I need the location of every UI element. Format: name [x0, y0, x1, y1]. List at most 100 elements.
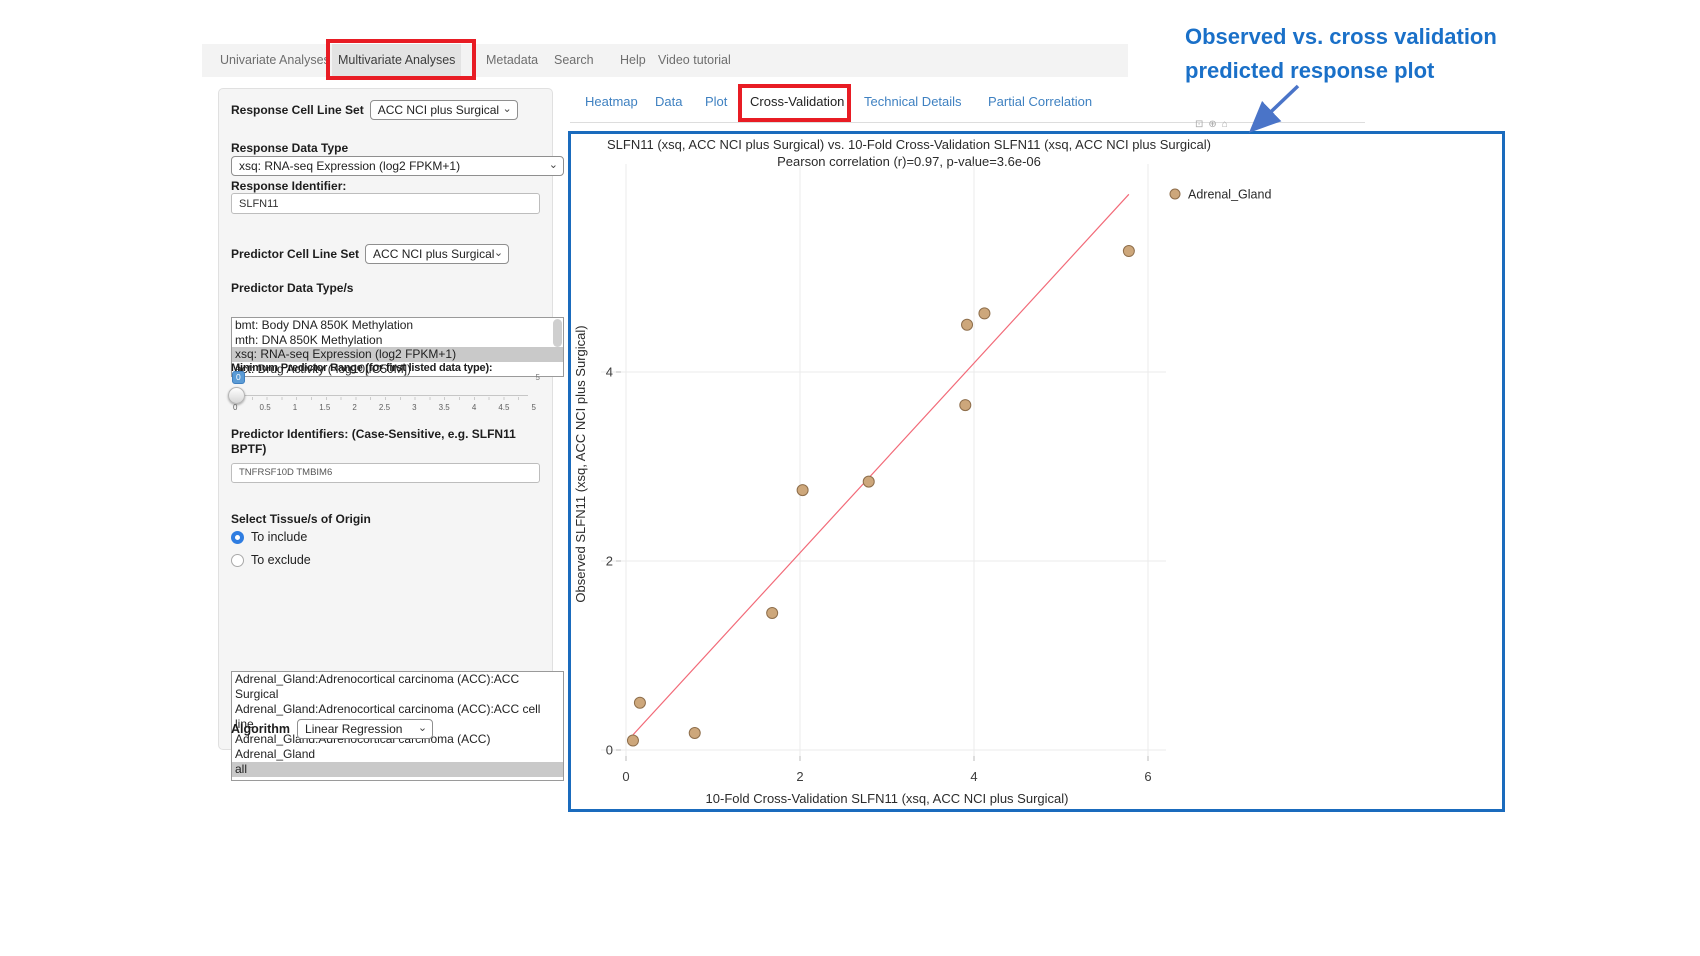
min-predictor-range-slider[interactable]: 0 5 0 0.5 1 1.5 2 2.5 3 3.5 4 4.5 5 — [228, 371, 540, 421]
slider-tick-label: 1.5 — [319, 403, 331, 412]
analysis-settings-sidebar: Response Cell Line Set ACC NCI plus Surg… — [218, 88, 564, 781]
tabs-separator-line — [570, 122, 1365, 123]
predictor-cell-line-set-label: Predictor Cell Line Set — [231, 247, 360, 261]
listbox-option-mth-dna-850k-methylation[interactable]: mth: DNA 850K Methylation — [235, 332, 383, 347]
listbox-option-bmt-body-dna-850k-methylation[interactable]: bmt: Body DNA 850K Methylation — [235, 318, 414, 332]
camera-icon[interactable]: ⊡ — [1195, 119, 1209, 130]
plot-subtitle: Pearson correlation (r)=0.97, p-value=3.… — [777, 154, 1041, 169]
nav-item-multivariate-analyses[interactable]: Multivariate Analyses — [332, 44, 462, 77]
slider-tick-label: 0 — [233, 403, 238, 412]
slider-max-label: 5 — [535, 373, 540, 382]
x-tick-label: 0 — [622, 769, 629, 784]
y-axis-title: Observed SLFN11 (xsq, ACC NCI plus Surgi… — [573, 325, 588, 602]
data-point[interactable] — [978, 307, 991, 320]
tissue-origin-label: Select Tissue/s of Origin — [231, 512, 371, 526]
predictor-identifiers-label: Predictor Identifiers: (Case-Sensitive, … — [231, 427, 516, 456]
response-cell-line-set-label: Response Cell Line Set — [231, 103, 364, 117]
tissue-include-radio-row[interactable]: To include — [231, 530, 540, 544]
predictor-data-types-label: Predictor Data Type/s — [231, 281, 354, 295]
x-tick-label: 4 — [970, 769, 977, 784]
data-point[interactable] — [766, 606, 779, 619]
response-data-type-label: Response Data Type — [231, 141, 349, 155]
data-point[interactable] — [633, 696, 646, 709]
predictor-data-types-listbox[interactable]: bmt: Body DNA 850K Methylation mth: DNA 8… — [231, 317, 564, 377]
listbox-option-adrenal-gland-adrenocortical-carcinoma-a[interactable]: Adrenal_Gland:Adrenocortical carcinoma (… — [235, 702, 541, 731]
legend-label[interactable]: Adrenal_Gland — [1188, 188, 1271, 202]
slider-tick-label: 5 — [531, 403, 536, 412]
data-point[interactable] — [688, 726, 701, 739]
y-tick-label: 2 — [606, 554, 613, 569]
zoom-icon[interactable]: ⊕ — [1208, 119, 1222, 130]
algorithm-label: Algorithm — [231, 722, 291, 736]
x-axis-title: 10-Fold Cross-Validation SLFN11 (xsq, AC… — [706, 791, 1069, 806]
tissue-exclude-label: To exclude — [251, 553, 311, 567]
listbox-option-all[interactable]: all — [232, 762, 563, 777]
chevron-down-icon: ⌄ — [548, 159, 558, 171]
plotly-modebar[interactable]: ⊡⊕⌂ — [1195, 119, 1233, 130]
slider-tick-label: 2 — [352, 403, 357, 412]
tab-cross-validation[interactable]: Cross-Validation — [750, 94, 845, 109]
predictor-cell-line-set-select[interactable]: ACC NCI plus Surgical ⌄ — [365, 244, 510, 264]
tissue-listbox[interactable]: Adrenal_Gland:Adrenocortical carcinoma (… — [231, 671, 564, 781]
algorithm-select[interactable]: Linear Regression ⌄ — [297, 719, 434, 739]
nav-item-help[interactable]: Help — [620, 53, 646, 67]
slider-tick-marks — [237, 397, 528, 400]
x-tick-label: 2 — [796, 769, 803, 784]
top-nav-bar: Univariate Analyses Multivariate Analyses… — [202, 44, 1128, 77]
response-identifier-label: Response Identifier: — [231, 179, 347, 193]
slider-tick-label: 0.5 — [259, 403, 271, 412]
slider-tick-label: 1 — [292, 403, 298, 412]
cross-validation-plot-panel: SLFN11 (xsq, ACC NCI plus Surgical) vs. … — [568, 131, 1505, 812]
listbox-option-adrenal-gland[interactable]: Adrenal_Gland — [235, 747, 316, 761]
annotation-line-1: Observed vs. cross validation — [1185, 24, 1497, 49]
radio-unselected-icon[interactable] — [231, 553, 244, 567]
scrollbar-thumb[interactable] — [553, 319, 562, 347]
x-tick-label: 6 — [1144, 769, 1151, 784]
slider-track[interactable] — [237, 395, 528, 396]
data-point[interactable] — [796, 484, 809, 497]
slider-tick-label: 4.5 — [498, 403, 510, 412]
data-point[interactable] — [959, 399, 972, 412]
nav-item-univariate-analyses[interactable]: Univariate Analyses — [220, 53, 330, 67]
slider-value-badge: 0 — [232, 371, 245, 384]
data-point[interactable] — [961, 318, 974, 331]
plot-title: SLFN11 (xsq, ACC NCI plus Surgical) vs. … — [607, 137, 1211, 152]
nav-item-metadata[interactable]: Metadata — [486, 53, 539, 67]
slider-tick-label: 3.5 — [438, 403, 450, 412]
tab-heatmap[interactable]: Heatmap — [585, 94, 638, 109]
listbox-option-act-drug-activity-log10-ic50m[interactable]: act: Drug Activity (-log10[IC50M]) — [235, 361, 412, 376]
data-point[interactable] — [1122, 245, 1135, 258]
slider-tick-label: 2.5 — [378, 403, 391, 412]
data-point[interactable] — [862, 475, 875, 488]
regression-line — [632, 193, 1130, 736]
home-icon[interactable]: ⌂ — [1221, 119, 1233, 130]
tab-data[interactable]: Data — [655, 94, 683, 109]
y-tick-label: 0 — [606, 743, 613, 758]
tab-partial-correlation[interactable]: Partial Correlation — [988, 94, 1093, 109]
annotation-arrow-icon — [1248, 84, 1300, 133]
tissue-include-label: To include — [251, 530, 308, 544]
listbox-option-xsq-rna-seq-expression-log2-fpkm-1[interactable]: xsq: RNA-seq Expression (log2 FPKM+1) — [232, 347, 563, 362]
annotation-callout: Observed vs. cross validation predicted … — [1185, 20, 1497, 88]
slider-handle[interactable] — [228, 387, 245, 404]
radio-selected-icon[interactable] — [231, 530, 244, 544]
listbox-option-adrenal-gland-adrenocortical-carcinoma-a[interactable]: Adrenal_Gland:Adrenocortical carcinoma (… — [235, 672, 520, 701]
tab-technical-details[interactable]: Technical Details — [864, 94, 962, 109]
chevron-down-icon: ⌄ — [417, 722, 428, 734]
tissue-exclude-radio-row[interactable]: To exclude — [231, 553, 540, 567]
slider-tick-label: 3 — [412, 403, 417, 412]
predictor-identifiers-input[interactable] — [231, 462, 540, 483]
chevron-down-icon: ⌄ — [502, 103, 512, 115]
chevron-down-icon: ⌄ — [493, 247, 504, 259]
nav-item-video-tutorial[interactable]: Video tutorial — [658, 53, 731, 67]
tab-plot[interactable]: Plot — [705, 94, 728, 109]
data-point[interactable] — [626, 734, 639, 747]
nav-item-search[interactable]: Search — [554, 53, 594, 67]
min-predictor-range-label: Minimum Predictor Range (for first liste… — [231, 362, 493, 374]
annotation-line-2: predicted response plot — [1185, 58, 1435, 83]
response-identifier-input[interactable] — [231, 193, 540, 214]
slider-tick-label: 4 — [471, 403, 477, 412]
response-data-type-select[interactable]: xsq: RNA-seq Expression (log2 FPKM+1) ⌄ — [231, 156, 564, 176]
cv-scatter-plot: 0 2 4 6 0 2 4 Adrenal_Gland 10-Fold Cross-Valida… — [573, 164, 1271, 806]
response-cell-line-set-select[interactable]: ACC NCI plus Surgical ⌄ — [369, 100, 518, 120]
